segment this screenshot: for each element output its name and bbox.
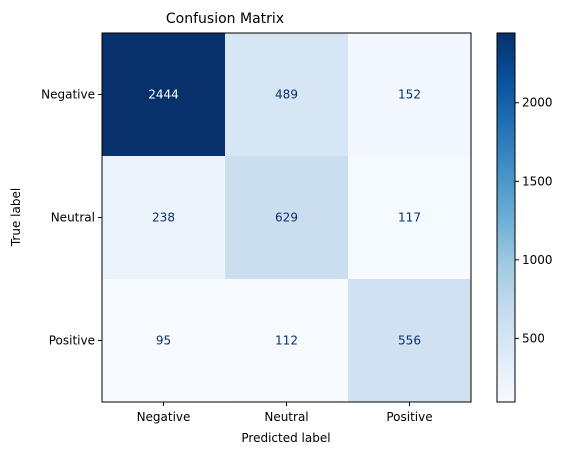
colorbar-tick-label: 500 xyxy=(522,331,545,345)
heatmap-cell xyxy=(225,279,349,403)
cell-value-label: 95 xyxy=(156,334,171,348)
heatmap-cell xyxy=(102,33,226,157)
x-tick-label: Neutral xyxy=(264,410,308,424)
y-tick-label: Negative xyxy=(41,88,95,102)
x-tick-label: Positive xyxy=(386,410,432,424)
cell-value-label: 629 xyxy=(275,211,298,225)
colorbar xyxy=(496,32,516,403)
colorbar-tick-label: 2000 xyxy=(522,96,553,110)
heatmap-cells: 2444 489 152 238 629 117 95 112 556 xyxy=(102,33,472,403)
y-axis-ticks: Negative Neutral Positive xyxy=(41,88,102,348)
cell-value-label: 152 xyxy=(398,88,421,102)
heatmap-cell xyxy=(348,279,472,403)
cell-value-label: 112 xyxy=(275,334,298,348)
cell-value-label: 489 xyxy=(275,88,298,102)
colorbar-tick-label: 1000 xyxy=(522,253,553,267)
colorbar-ticks: 500 1000 1500 2000 xyxy=(515,96,553,345)
y-tick-label: Positive xyxy=(49,334,95,348)
chart-title: Confusion Matrix xyxy=(166,11,284,27)
heatmap-cell xyxy=(102,156,226,280)
heatmap-cell xyxy=(225,33,349,157)
y-axis-label: True label xyxy=(9,188,23,247)
heatmap-cell xyxy=(225,156,349,280)
heatmap-cell xyxy=(102,279,226,403)
cell-value-label: 556 xyxy=(398,334,421,348)
x-axis-ticks: Negative Neutral Positive xyxy=(137,402,433,424)
x-axis-label: Predicted label xyxy=(241,431,330,445)
cell-value-label: 117 xyxy=(398,211,421,225)
x-tick-label: Negative xyxy=(137,410,191,424)
cell-value-label: 238 xyxy=(152,211,175,225)
y-tick-label: Neutral xyxy=(51,211,95,225)
heatmap-cell xyxy=(348,33,472,157)
colorbar-tick-label: 1500 xyxy=(522,174,553,188)
cell-value-label: 2444 xyxy=(148,88,179,102)
heatmap-cell xyxy=(348,156,472,280)
